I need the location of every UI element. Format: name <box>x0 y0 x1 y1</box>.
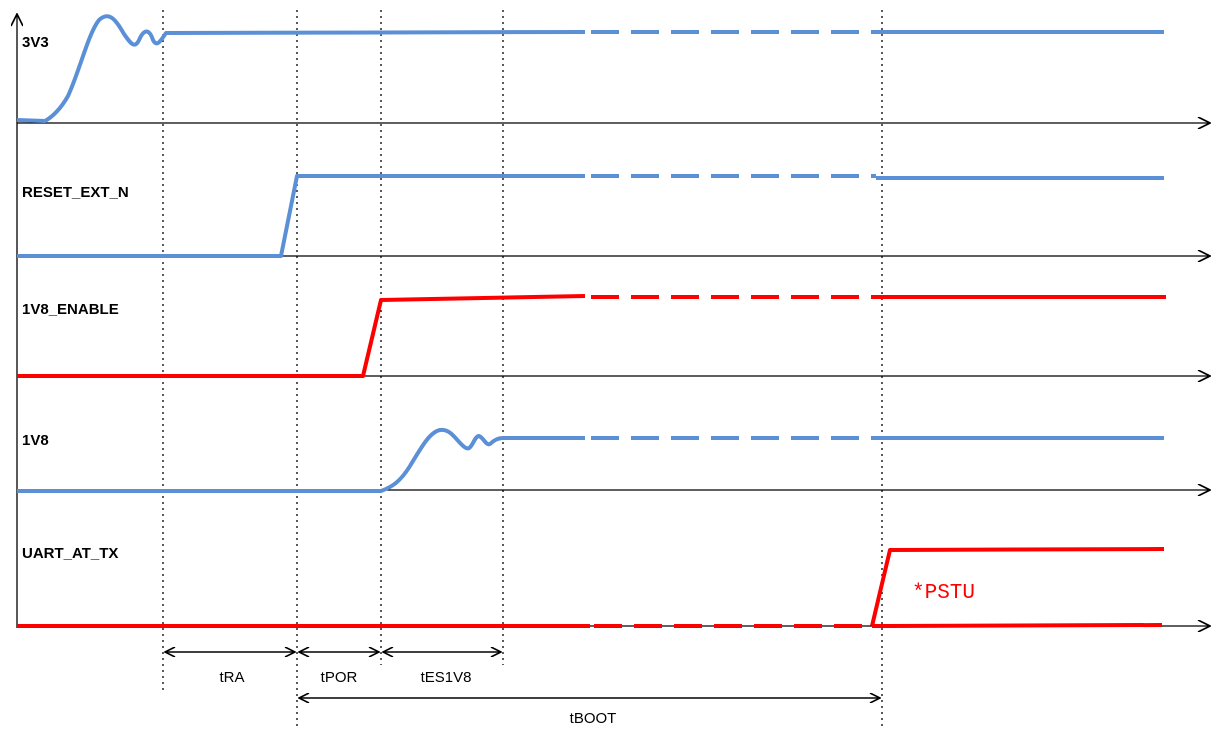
uart-pstu-note: *PSTU <box>912 582 975 605</box>
trace-1v8 <box>17 427 1164 493</box>
signal-label-3v3: 3V3 <box>22 34 49 51</box>
timing-label-tes1v8: tES1V8 <box>421 669 472 686</box>
signal-label-1v8: 1V8 <box>22 432 49 449</box>
timing-label-tpor: tPOR <box>321 669 358 686</box>
timing-label-tra: tRA <box>219 669 244 686</box>
trace-uart-at-tx <box>17 547 1165 628</box>
trace-3v3 <box>16 14 1164 123</box>
signal-label-uart-at-tx: UART_AT_TX <box>22 545 118 562</box>
trace-1v8-enable <box>17 294 1166 378</box>
signal-label-1v8-enable: 1V8_ENABLE <box>22 301 119 318</box>
timing-label-tboot: tBOOT <box>570 710 617 727</box>
signal-label-reset-ext-n: RESET_EXT_N <box>22 184 129 201</box>
trace-reset-ext-n <box>17 174 1164 258</box>
